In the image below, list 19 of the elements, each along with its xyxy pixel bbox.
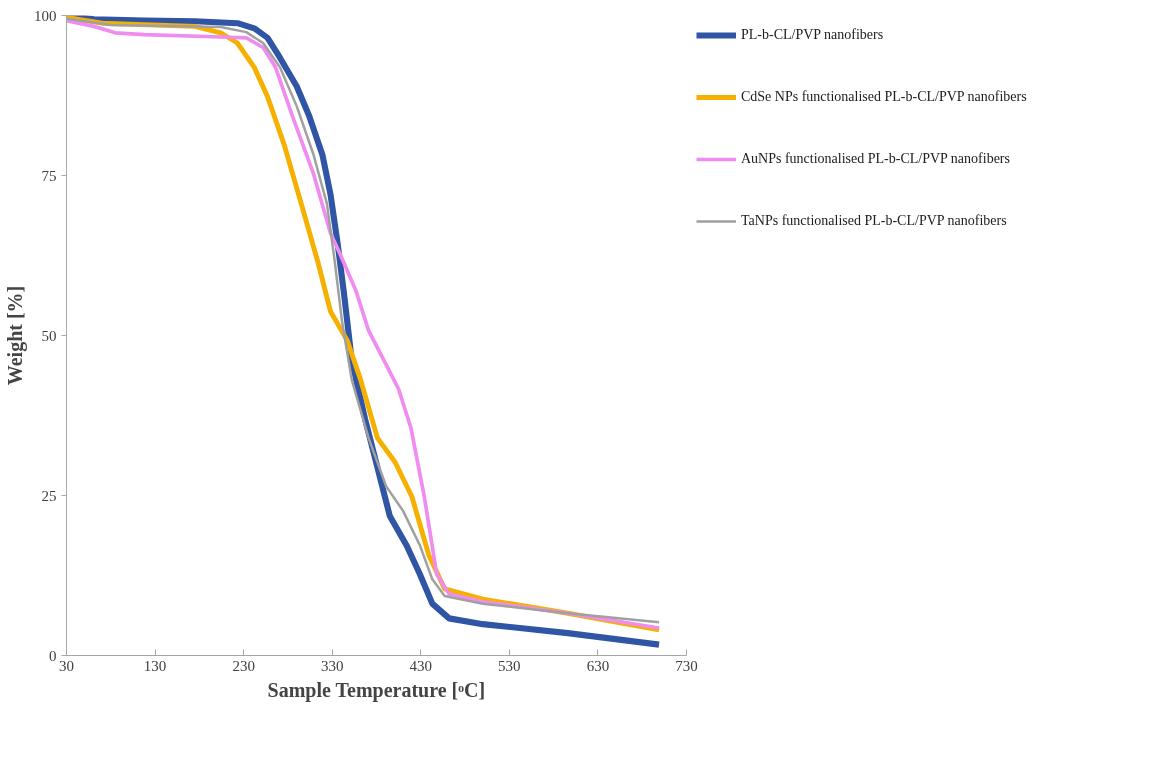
x-tick-label: 730 [675, 657, 698, 674]
x-tick-label: 630 [586, 657, 610, 674]
x-axis-title: Sample Temperature [ᵒC] [267, 678, 486, 702]
y-tick-label: 50 [41, 327, 57, 344]
y-tick-label: 100 [34, 7, 57, 24]
y-axis-title: Weight [%] [4, 285, 27, 386]
legend-label: PL-b-CL/PVP nanofibers [741, 27, 884, 43]
y-tick-label: 0 [49, 647, 57, 664]
x-tick-label: 330 [320, 657, 344, 674]
x-tick-label: 530 [498, 657, 521, 674]
x-tick-label: 130 [143, 657, 167, 674]
x-tick-label: 30 [59, 657, 74, 674]
x-tick-label: 430 [409, 657, 433, 674]
y-tick-label: 25 [41, 487, 57, 504]
legend-label: CdSe NPs functionalised PL-b-CL/PVP nanofibers [741, 89, 1027, 105]
legend-label: AuNPs functionalised PL-b-CL/PVP nanofibers [741, 151, 1010, 167]
x-tick-label: 230 [232, 657, 255, 674]
y-tick-label: 75 [41, 167, 57, 184]
legend-label: TaNPs functionalised PL-b-CL/PVP nanofibers [741, 213, 1007, 229]
